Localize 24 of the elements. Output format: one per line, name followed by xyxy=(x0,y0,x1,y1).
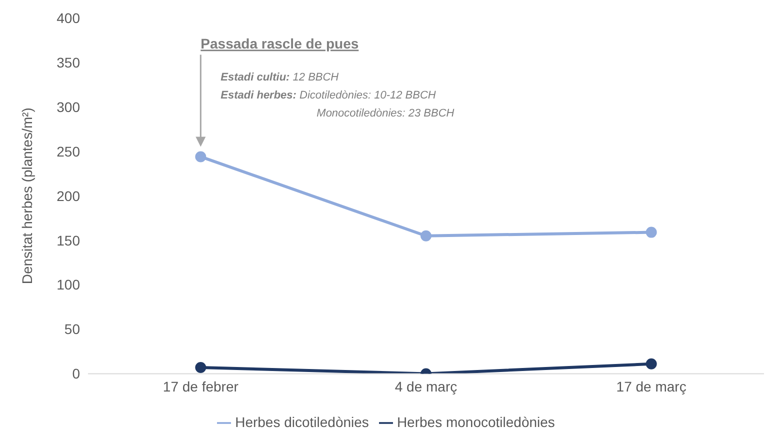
point xyxy=(646,358,657,370)
point xyxy=(195,362,206,373)
y-tick-label: 0 xyxy=(72,366,80,382)
y-tick-label: 250 xyxy=(56,143,80,160)
annotation: Monocotiledònies: 23 BBCH xyxy=(316,108,454,120)
y-tick-label: 50 xyxy=(64,321,80,338)
annotation: Estadi herbes: Dicotiledònies: 10-12 BBCH xyxy=(220,90,436,102)
y-tick-label: 100 xyxy=(56,276,80,293)
annotation: Passada rascle de pues xyxy=(200,36,359,52)
y-axis-title: Densitat herbes (plantes/m²) xyxy=(19,108,35,284)
y-tick-label: 300 xyxy=(56,98,80,115)
point xyxy=(646,226,657,238)
annotation: Estadi cultiu: 12 BBCH xyxy=(220,72,339,84)
y-tick-label: 150 xyxy=(56,232,80,248)
y-tick-label: 400 xyxy=(56,10,80,26)
x-tick-label: 4 de març xyxy=(394,378,458,395)
x-tick-label: 17 de març xyxy=(616,378,686,395)
legend-label: Herbes dicotiledònies xyxy=(235,414,369,430)
y-tick-label: 200 xyxy=(56,188,80,204)
point xyxy=(420,230,432,242)
point xyxy=(195,151,206,162)
x-tick-label: 17 de febrer xyxy=(162,378,239,395)
legend-label: Herbes monocotiledònies xyxy=(396,414,555,430)
y-tick-label: 350 xyxy=(56,54,80,70)
